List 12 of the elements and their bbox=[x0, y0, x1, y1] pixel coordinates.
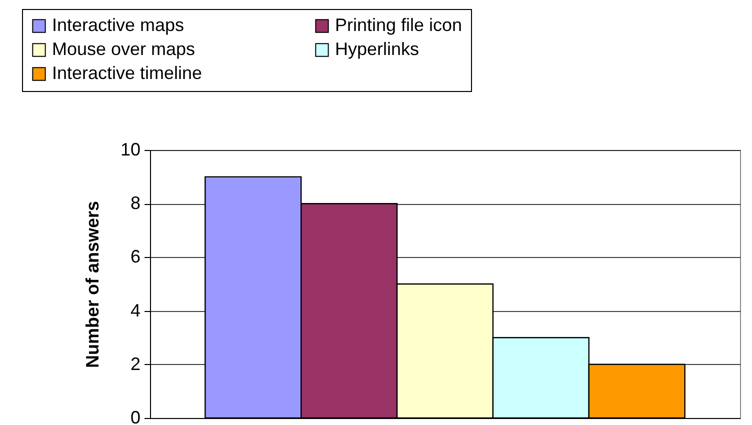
y-tick-label: 0 bbox=[130, 408, 140, 425]
y-tick-label: 8 bbox=[130, 193, 140, 214]
y-tick-label: 6 bbox=[130, 246, 140, 267]
legend-label: Hyperlinks bbox=[335, 39, 420, 59]
y-tick-label: 4 bbox=[130, 300, 140, 320]
legend-label: Mouse over maps bbox=[52, 39, 196, 59]
legend-label: Printing file icon bbox=[335, 15, 462, 35]
legend-label: Interactive maps bbox=[52, 15, 184, 35]
y-axis-title: Number of answers bbox=[82, 200, 102, 368]
legend-label: Interactive timeline bbox=[52, 63, 202, 83]
y-tick-label: 2 bbox=[130, 354, 140, 374]
y-tick-label: 10 bbox=[120, 140, 140, 160]
